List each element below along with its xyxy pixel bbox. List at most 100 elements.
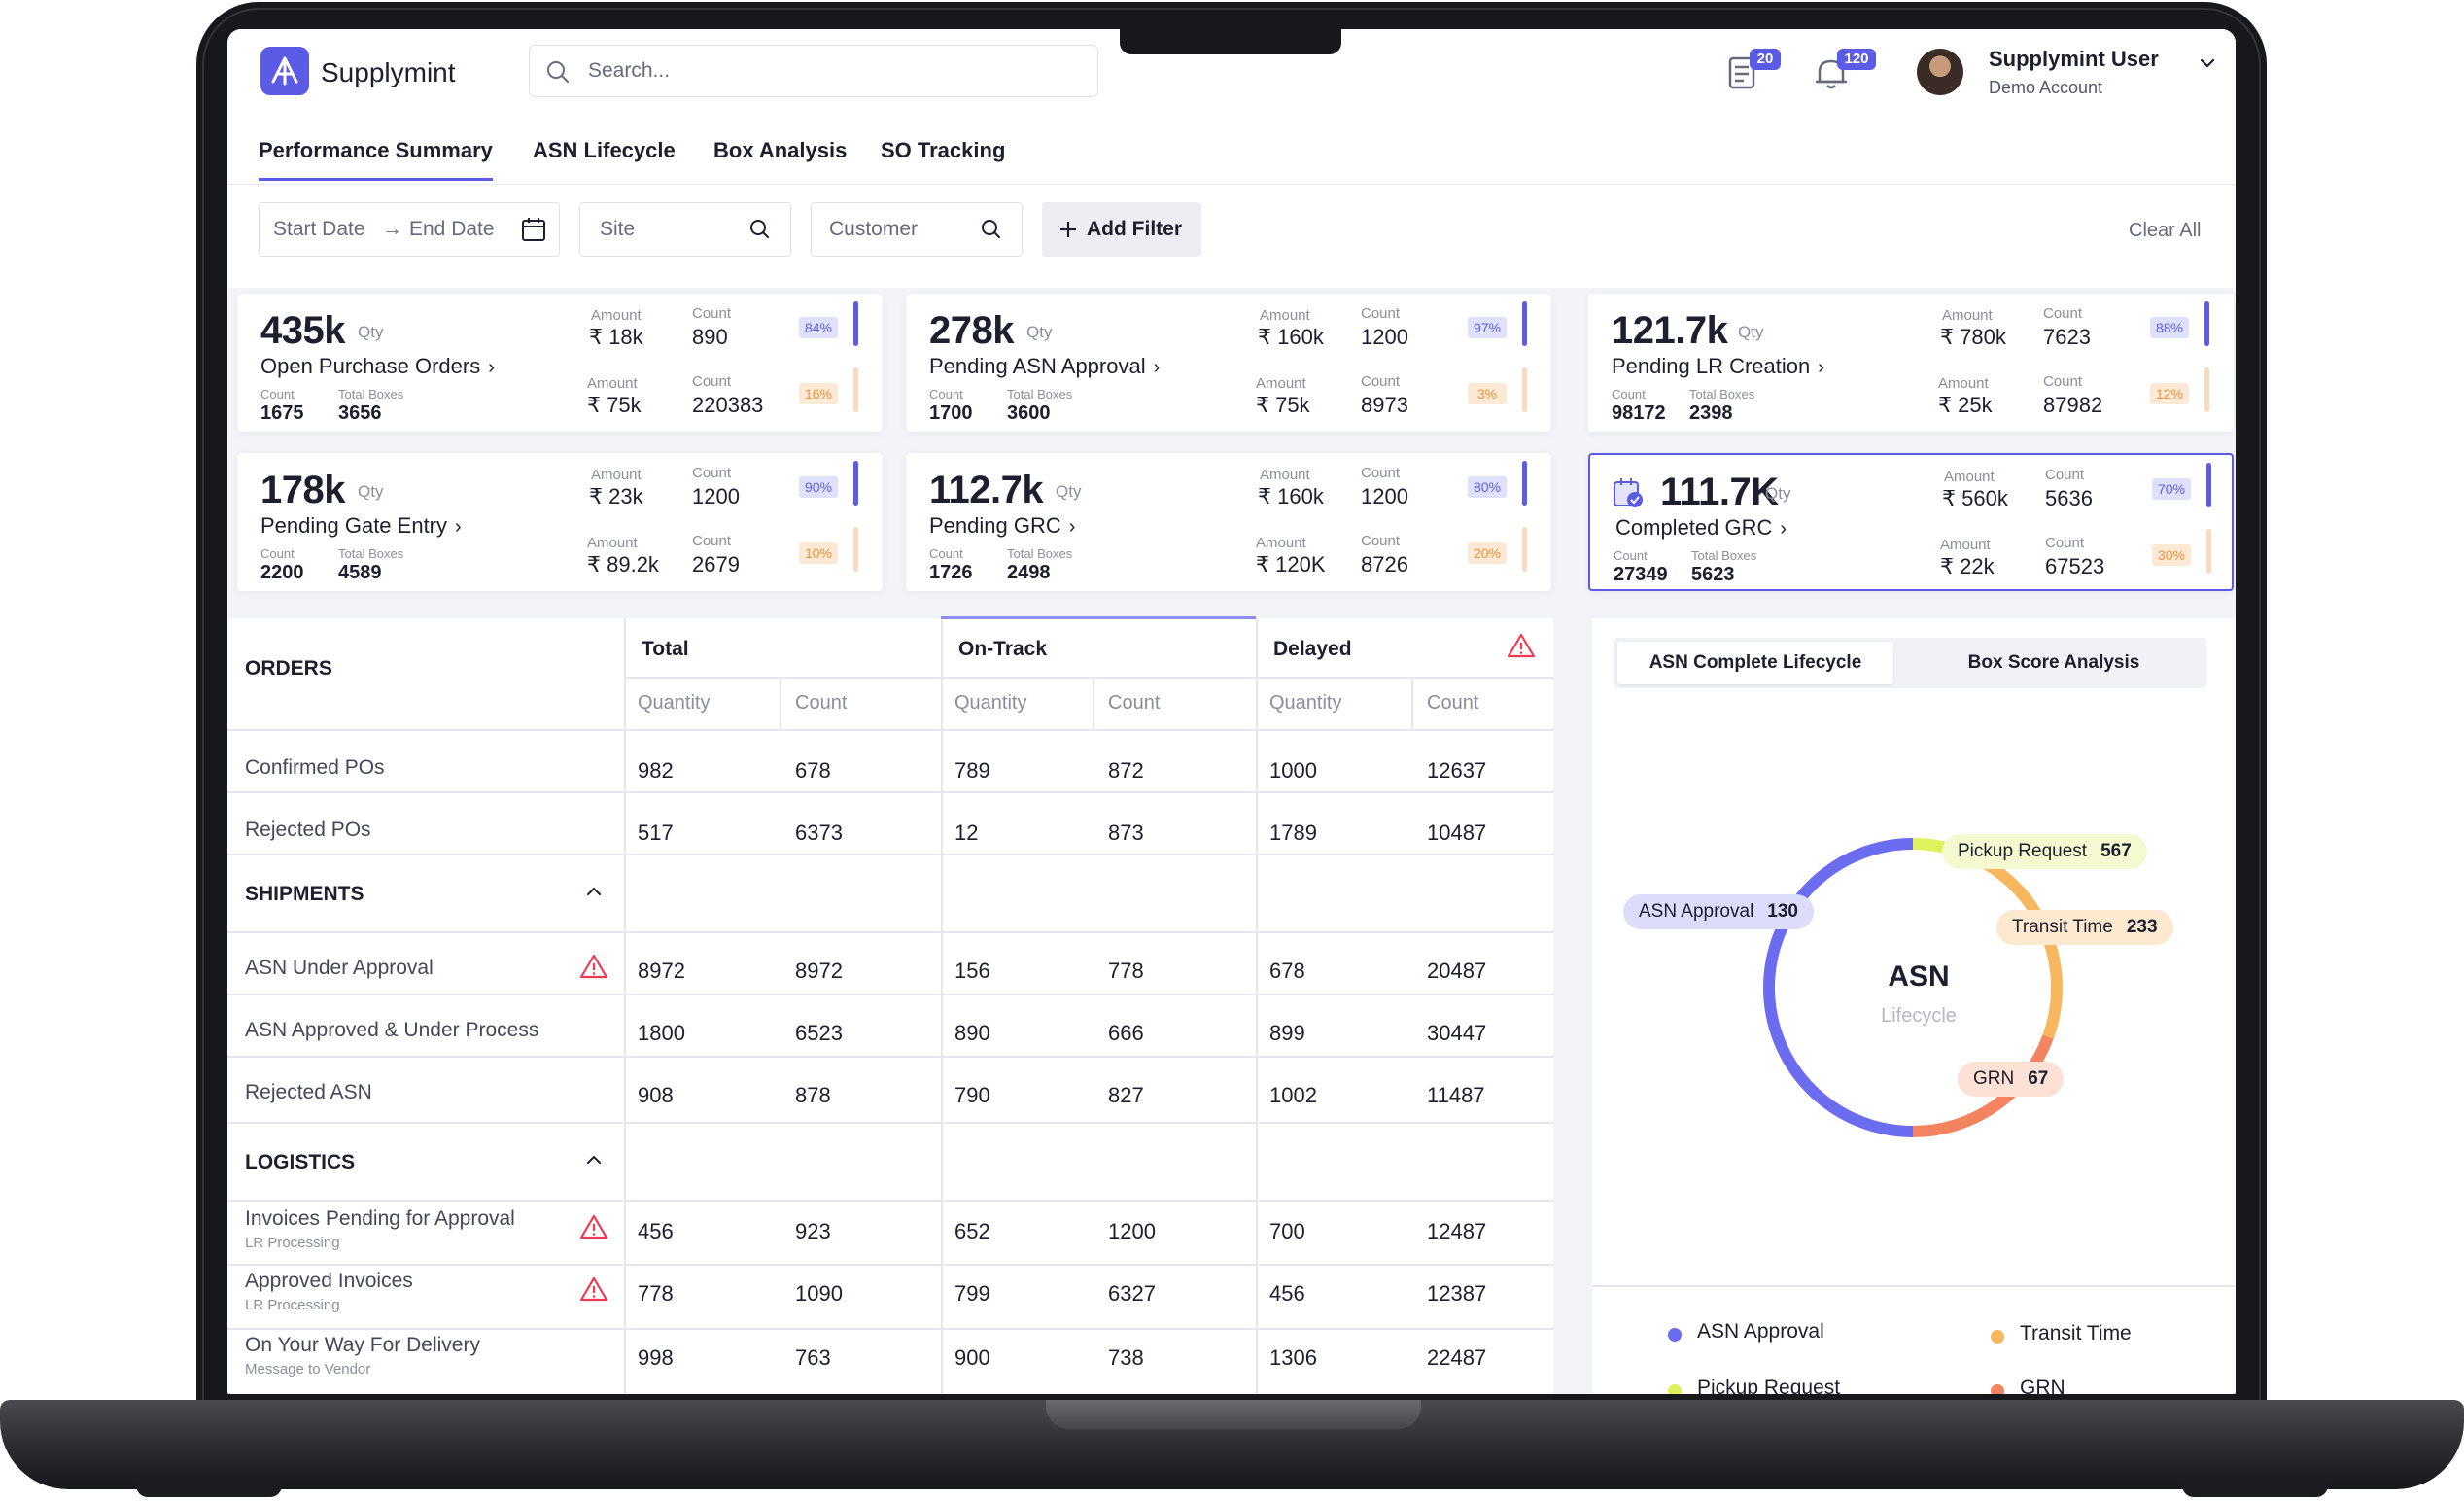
chevron-right-icon: › xyxy=(488,357,495,378)
user-account: Demo Account xyxy=(1989,78,2103,97)
kpi-card[interactable]: 111.7K Qty Completed GRC › Count Total Bo… xyxy=(1588,453,2234,591)
kpi-card[interactable]: 178k Qty Pending Gate Entry › Count Total… xyxy=(237,453,883,591)
tab-so-tracking[interactable]: SO Tracking xyxy=(881,138,1006,162)
avatar[interactable] xyxy=(1917,49,1963,95)
total-boxes-label: Total Boxes xyxy=(1007,387,1073,401)
warning-icon[interactable] xyxy=(579,1213,608,1245)
date-range-picker[interactable]: Start Date → End Date xyxy=(259,202,560,257)
legend-item[interactable]: ASN Approval xyxy=(1697,1320,1824,1343)
count-label: Count xyxy=(692,533,732,549)
filter-bar: Start Date → End Date Site Customer Add … xyxy=(227,185,2236,288)
count-value: 2200 xyxy=(260,562,304,583)
user-name[interactable]: Supplymint User xyxy=(1989,47,2159,71)
legend-item[interactable]: Pickup Request xyxy=(1697,1377,1841,1394)
kpi-label[interactable]: Pending ASN Approval › xyxy=(929,354,1160,379)
kpi-label[interactable]: Open Purchase Orders › xyxy=(260,354,495,379)
table-cell: 1200 xyxy=(1108,1219,1156,1243)
customer-filter[interactable]: Customer xyxy=(811,202,1023,257)
kpi-card[interactable]: 121.7k Qty Pending LR Creation › Count To… xyxy=(1588,294,2234,432)
legend-item[interactable]: GRN xyxy=(2020,1377,2065,1394)
count-value: 1200 xyxy=(1361,484,1408,508)
row-sublabel: LR Processing xyxy=(245,1235,340,1251)
table-cell: 1002 xyxy=(1269,1083,1317,1107)
chart-subtitle: Lifecycle xyxy=(1881,1005,1957,1027)
total-boxes-label: Total Boxes xyxy=(338,387,404,401)
kpi-qty-label: Qty xyxy=(1056,482,1082,501)
table-cell: 900 xyxy=(954,1345,990,1370)
legend-item[interactable]: Transit Time xyxy=(2020,1322,2132,1344)
warning-icon[interactable] xyxy=(579,1275,608,1308)
kpi-label-text: Pending GRC xyxy=(929,513,1061,538)
delayed-bar xyxy=(2206,529,2211,574)
delayed-percent: 12% xyxy=(2150,383,2189,404)
table-cell: 12487 xyxy=(1427,1219,1487,1243)
search-box[interactable] xyxy=(529,45,1098,97)
tab-box-score-analysis[interactable]: Box Score Analysis xyxy=(1967,652,2140,673)
document-icon xyxy=(1728,56,1755,89)
delayed-percent: 16% xyxy=(799,383,838,404)
kpi-label[interactable]: Pending LR Creation › xyxy=(1612,354,1824,379)
row-label: On Your Way For Delivery xyxy=(245,1334,480,1356)
kpi-label[interactable]: Pending Gate Entry › xyxy=(260,513,462,539)
table-cell: 8972 xyxy=(638,959,685,983)
count-label: Count xyxy=(260,546,295,561)
table-cell: 700 xyxy=(1269,1219,1305,1243)
asn-lifecycle-panel: ASN Complete Lifecycle Box Score Analysi… xyxy=(1592,618,2236,1394)
warning-icon[interactable] xyxy=(579,953,608,985)
search-input[interactable] xyxy=(588,57,1074,85)
count-value: 8726 xyxy=(1361,552,1408,576)
delayed-percent: 3% xyxy=(1468,383,1507,404)
notes-button[interactable]: 20 xyxy=(1724,49,1781,93)
tab-asn-complete-lifecycle[interactable]: ASN Complete Lifecycle xyxy=(1617,642,1893,684)
chevron-right-icon: › xyxy=(1068,516,1076,538)
add-filter-button[interactable]: Add Filter xyxy=(1042,202,1201,257)
kpi-label-text: Open Purchase Orders xyxy=(260,354,481,378)
kpi-label[interactable]: Completed GRC › xyxy=(1615,515,1787,541)
kpi-label[interactable]: Pending GRC › xyxy=(929,513,1075,539)
chevron-down-icon[interactable] xyxy=(2197,52,2218,74)
kpi-value: 112.7k xyxy=(929,469,1044,511)
delayed-bar xyxy=(1522,527,1527,572)
count-label: Count xyxy=(260,387,295,401)
kpi-card[interactable]: 112.7k Qty Pending GRC › Count Total Boxe… xyxy=(906,453,1551,591)
search-icon xyxy=(982,220,1000,238)
kpi-label-text: Completed GRC xyxy=(1615,515,1773,540)
logo-icon[interactable] xyxy=(260,47,309,95)
data-label-value: 567 xyxy=(2100,841,2132,861)
table-cell: 1789 xyxy=(1269,820,1317,845)
tab-bar: Performance Summary ASN Lifecycle Box An… xyxy=(227,115,2236,185)
count-label: Count xyxy=(1361,465,1401,481)
table-cell: 6373 xyxy=(795,820,843,845)
table-cell: 778 xyxy=(1108,959,1144,983)
table-cell: 11487 xyxy=(1427,1083,1485,1107)
clear-all-button[interactable]: Clear All xyxy=(2129,220,2202,241)
kpi-card[interactable]: 278k Qty Pending ASN Approval › Count Tot… xyxy=(906,294,1551,432)
kpi-value: 121.7k xyxy=(1612,309,1728,352)
tab-box-analysis[interactable]: Box Analysis xyxy=(713,138,848,162)
donut-slice-asn-approval[interactable] xyxy=(1763,838,1914,1137)
site-filter[interactable]: Site xyxy=(579,202,791,257)
on-track-bar xyxy=(853,301,858,346)
data-label-name: Transit Time xyxy=(2012,917,2113,937)
table-cell: 6327 xyxy=(1108,1281,1156,1306)
notifications-button[interactable]: 120 xyxy=(1812,49,1876,93)
total-boxes-label: Total Boxes xyxy=(1691,548,1757,563)
data-label-name: GRN xyxy=(1973,1068,2015,1089)
camera-notch xyxy=(1120,29,1341,54)
chevron-up-icon[interactable] xyxy=(583,881,605,907)
chevron-up-icon[interactable] xyxy=(583,1149,605,1175)
count-value: 220383 xyxy=(692,393,764,417)
section-title: SHIPMENTS xyxy=(245,883,364,905)
search-icon xyxy=(547,61,569,83)
donut-slice-grn[interactable] xyxy=(1912,1034,2054,1137)
count-value: 98172 xyxy=(1612,402,1666,424)
count-value: 7623 xyxy=(2043,325,2091,349)
amount-label: Amount xyxy=(1942,307,1993,324)
table-cell: 890 xyxy=(954,1021,990,1045)
kpi-card[interactable]: 435k Qty Open Purchase Orders › Count Tot… xyxy=(237,294,883,432)
count-value: 67523 xyxy=(2045,554,2105,578)
sub-header-count: Count xyxy=(795,692,848,714)
tab-asn-lifecycle[interactable]: ASN Lifecycle xyxy=(533,138,676,162)
amount-value: ₹ 23k xyxy=(589,484,643,508)
tab-performance-summary[interactable]: Performance Summary xyxy=(259,138,493,181)
